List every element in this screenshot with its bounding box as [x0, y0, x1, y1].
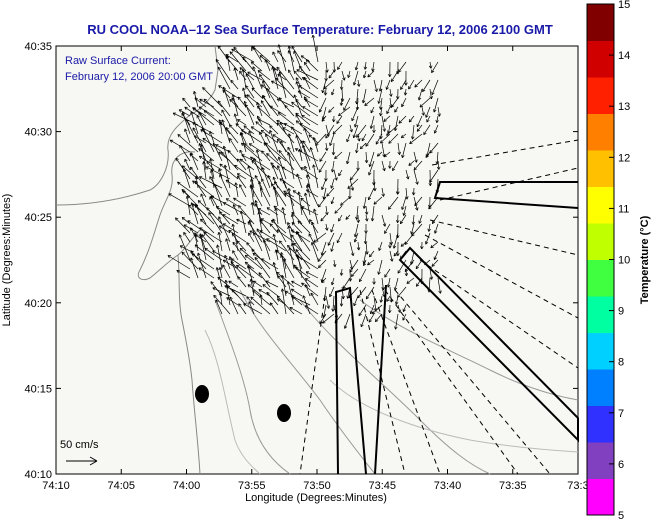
x-tick-label: 74:00	[173, 480, 201, 492]
x-tick-label: 73:50	[303, 480, 331, 492]
y-axis-ticks: 40:35 40:30 40:25 40:20 40:15 40:10	[24, 41, 578, 481]
colorbar-tick-label: 7	[618, 408, 624, 420]
colorbar-tick-label: 9	[618, 306, 624, 318]
station-dot-2	[277, 404, 291, 422]
surface-current-vectors	[167, 34, 442, 330]
x-tick-label: 74:05	[107, 480, 135, 492]
colorbar-tick-label: 14	[618, 50, 630, 62]
colorbar-segment	[587, 369, 614, 406]
y-tick-label: 40:20	[24, 298, 52, 310]
colorbar-segment	[587, 405, 614, 443]
colorbar-segment	[587, 186, 614, 224]
y-tick-label: 40:30	[24, 127, 52, 139]
x-tick-label: 73:40	[434, 480, 462, 492]
bathymetry-contour	[214, 289, 579, 475]
colorbar-ticks: 15 14 13 12 11 10 9 8 7 6 5	[609, 0, 630, 519]
colorbar-segment	[587, 259, 614, 297]
x-axis-label: Longitude (Degrees:Minutes)	[245, 492, 387, 504]
colorbar-tick-label: 11	[618, 203, 629, 215]
colorbar-tick-label: 12	[618, 152, 630, 164]
coastline	[55, 45, 219, 475]
colorbar-segment	[587, 40, 614, 78]
colorbar-segment	[587, 332, 614, 370]
overlay-line-2: February 12, 2006 20:00 GMT	[65, 71, 213, 83]
colorbar-segment	[587, 4, 614, 41]
colorbar-segment	[587, 77, 614, 114]
x-tick-label: 73:55	[238, 480, 266, 492]
colorbar-segment	[587, 296, 614, 333]
colorbar-tick-label: 5	[618, 510, 624, 519]
x-tick-label: 73:45	[368, 480, 396, 492]
colorbar	[586, 3, 615, 516]
y-tick-label: 40:35	[24, 41, 52, 53]
x-tick-label: 73:35	[499, 480, 527, 492]
colorbar-label: Temperature (°C)	[639, 215, 651, 304]
colorbar-tick-label: 6	[618, 459, 624, 471]
colorbar-tick-label: 10	[618, 255, 630, 267]
colorbar-segment	[587, 442, 614, 479]
scale-label: 50 cm/s	[60, 439, 99, 451]
colorbar-segment	[587, 223, 614, 260]
radial-boxes	[334, 181, 579, 475]
colorbar-tick-label: 15	[618, 0, 630, 11]
y-axis-label: Latitude (Degrees:Minutes)	[1, 194, 13, 327]
radial-lines	[299, 139, 579, 475]
colorbar-segment	[587, 113, 614, 151]
colorbar-segment	[587, 478, 614, 516]
y-tick-label: 40:15	[24, 383, 52, 395]
map-frame	[55, 45, 579, 475]
x-tick-label: 74:10	[42, 480, 70, 492]
x-tick-label: 73:3	[567, 480, 588, 492]
x-axis-ticks: 74:10 74:05 74:00 73:55 73:50 73:45 73:40 73:35…	[42, 46, 589, 492]
station-dot-1	[195, 385, 209, 403]
y-tick-label: 40:10	[24, 469, 52, 481]
y-tick-label: 40:25	[24, 212, 52, 224]
bathymetry-contour-2	[204, 329, 579, 475]
scale-arrow	[66, 456, 98, 466]
colorbar-tick-label: 8	[618, 357, 624, 369]
colorbar-tick-label: 13	[618, 101, 630, 113]
overlay-line-1: Raw Surface Current:	[65, 55, 171, 67]
figure-title: RU COOL NOAA–12 Sea Surface Temperature:…	[87, 22, 553, 37]
colorbar-segment	[587, 150, 614, 187]
